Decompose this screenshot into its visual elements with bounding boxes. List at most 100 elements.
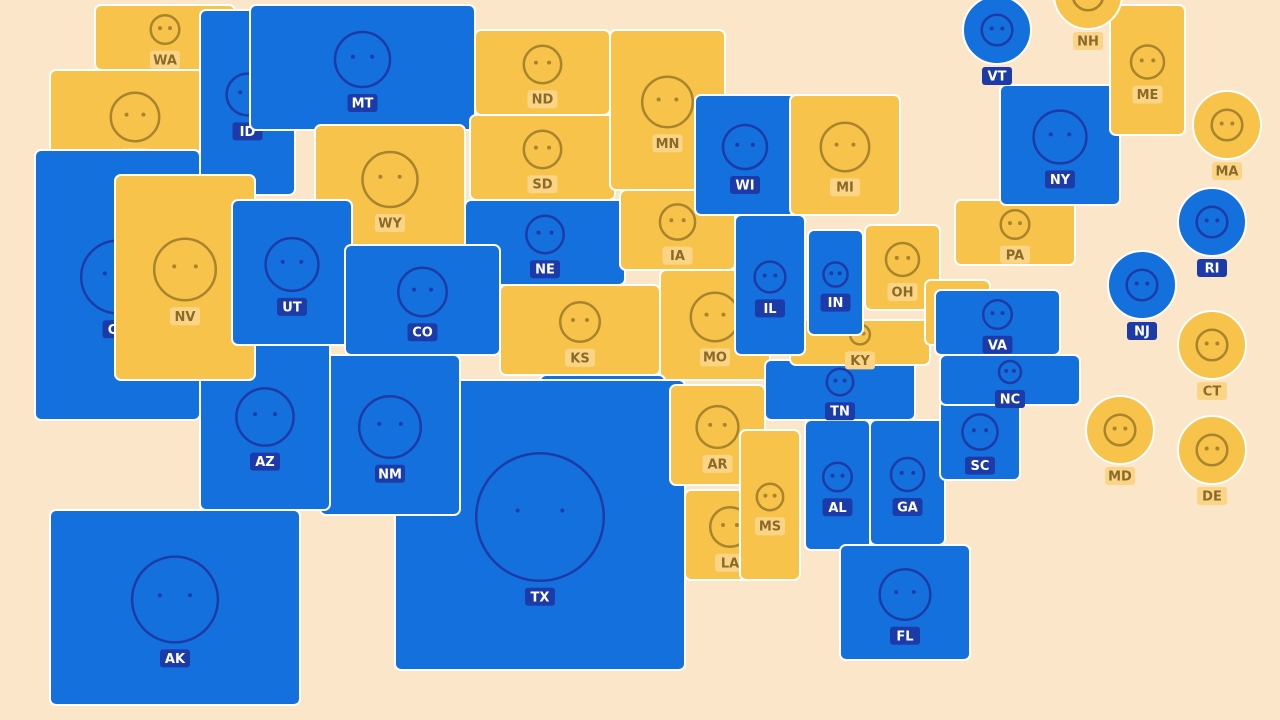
pet-eye (911, 470, 916, 475)
pet-eye (1219, 121, 1224, 126)
label-box (982, 67, 1012, 85)
pet-icon (1195, 328, 1229, 362)
label-box (1197, 259, 1227, 277)
state: VA (934, 289, 1061, 356)
label-box (652, 134, 683, 153)
state-label: NY (1050, 173, 1071, 188)
pet-eye (547, 145, 552, 150)
label-box (1073, 32, 1103, 50)
state-label: SD (532, 178, 552, 193)
state: SC (939, 399, 1021, 481)
state-label: NJ (1134, 325, 1150, 340)
pet-eye (1000, 311, 1005, 316)
pet-icon (474, 451, 606, 583)
label-box (982, 335, 1013, 354)
pet-icon (525, 214, 565, 255)
state: AZ (199, 339, 331, 511)
state: IN (807, 229, 864, 336)
pet-eye (721, 312, 726, 317)
pet-eye (584, 318, 589, 323)
state-shape (789, 94, 901, 216)
label-box (822, 498, 853, 517)
state-label: SC (971, 459, 990, 474)
pet-eye (1000, 26, 1005, 31)
pet-eye (830, 473, 835, 478)
label-box (1197, 487, 1227, 505)
pet-icon (357, 394, 423, 460)
state: NY (999, 84, 1121, 206)
pet-icon (397, 266, 448, 318)
pet-eye (984, 428, 989, 433)
label-box (892, 498, 923, 516)
pet-icon (822, 261, 849, 288)
label-box (965, 456, 995, 475)
pet-eye (1112, 426, 1117, 431)
state-label: AK (165, 652, 186, 667)
state-label: AR (707, 457, 727, 472)
pet-eye (762, 273, 767, 278)
pet-eye (1007, 221, 1012, 226)
pet-icon (1125, 268, 1159, 302)
state-shape (807, 229, 864, 336)
pet-eye (851, 142, 856, 147)
state-label: VT (988, 70, 1007, 85)
state-label: MD (1108, 470, 1132, 485)
state: TX (394, 379, 686, 671)
state: NJ (1107, 250, 1177, 340)
pet-eye (773, 273, 778, 278)
state-label: MN (656, 137, 680, 152)
state-label: IA (670, 249, 685, 264)
label-box (527, 175, 558, 194)
state-shape (1109, 4, 1186, 136)
state-label: WY (378, 217, 402, 232)
pet-eye (989, 26, 994, 31)
label-box (375, 214, 405, 232)
state: GA (869, 419, 946, 546)
pet-icon (361, 150, 419, 209)
state-label: TX (531, 590, 550, 605)
pet-eye (378, 174, 383, 179)
state-shape (869, 419, 946, 546)
state: NE (464, 199, 626, 286)
state: AL (804, 419, 871, 551)
state-label: MA (1216, 165, 1239, 180)
label-box (347, 94, 378, 112)
pet-eye (377, 421, 382, 426)
label-box (702, 454, 733, 473)
state: MA (1192, 90, 1262, 180)
pet-eye (350, 54, 355, 59)
state-label: KS (570, 351, 589, 366)
state-label: NH (1077, 35, 1099, 50)
label-box (527, 90, 558, 109)
pet-eye (1204, 341, 1209, 346)
pet-icon (640, 75, 695, 129)
pet-eye (837, 271, 842, 276)
state-label: KY (850, 354, 870, 369)
state: KS (499, 284, 661, 376)
pet-eye (829, 271, 834, 276)
state-callout (1192, 90, 1262, 160)
state: DE (1177, 415, 1247, 505)
pet-eye (722, 422, 727, 427)
label-box (277, 297, 307, 316)
pet-eye (990, 311, 995, 316)
state-label: NE (535, 263, 555, 278)
state: OH (864, 224, 941, 311)
pet-icon (1195, 433, 1229, 467)
pet-eye (840, 473, 845, 478)
pet-eye (656, 97, 661, 102)
label-box (565, 348, 595, 367)
state-label: OH (892, 286, 914, 301)
state-label: MS (759, 520, 781, 535)
pet-eye (834, 142, 839, 147)
label-box (890, 626, 920, 645)
pet-eye (971, 428, 976, 433)
state-shape (864, 224, 941, 311)
pet-eye (708, 422, 713, 427)
state-shape (694, 94, 796, 216)
pet-eye (894, 589, 899, 594)
state: IL (734, 214, 806, 356)
pet-eye (894, 255, 899, 260)
label-box (755, 299, 785, 318)
label-box (150, 50, 180, 69)
